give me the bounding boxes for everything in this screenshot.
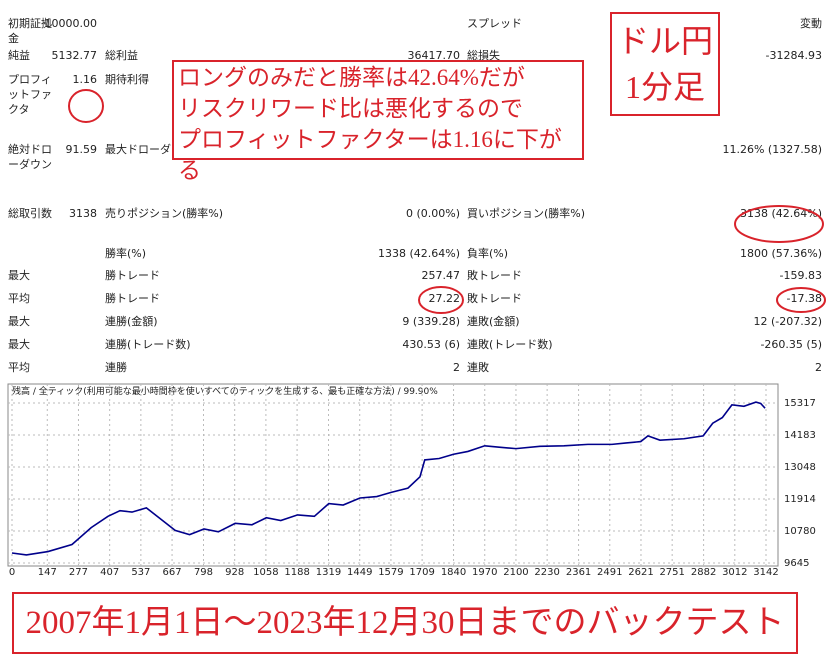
- x-tick-label: 1970: [472, 567, 497, 578]
- row-label: 絶対ドローダウン: [8, 143, 52, 171]
- row-value: 10000.00: [44, 17, 98, 30]
- x-tick-label: 3012: [722, 567, 747, 578]
- x-tick-label: 1058: [253, 567, 278, 578]
- field-value: -260.35 (5): [760, 338, 822, 351]
- x-tick-label: 928: [225, 567, 244, 578]
- chart: 残高 / 全ティック(利用可能な最小時間枠を使いすべてのティックを生成する、最も…: [7, 383, 816, 578]
- x-tick-label: 667: [163, 567, 182, 578]
- field-label: 総損失: [467, 49, 500, 62]
- field-value: -17.38: [786, 292, 822, 305]
- y-tick-label: 11914: [784, 494, 816, 505]
- field-value: 2: [453, 361, 460, 374]
- field-value: 430.53 (6): [402, 338, 460, 351]
- row-label: 純益: [8, 49, 30, 62]
- field-label: 期待利得: [105, 73, 149, 86]
- row-label: 総取引数: [8, 207, 52, 220]
- x-tick-label: 1449: [347, 567, 372, 578]
- field-value: 27.22: [428, 292, 461, 305]
- field-label: 連勝(トレード数): [105, 338, 191, 351]
- y-tick-label: 14183: [784, 430, 816, 441]
- field-value: 2: [815, 361, 822, 374]
- period-box: 2007年1月1日～2023年12月30日までのバックテスト: [12, 592, 798, 654]
- pair-line: ドル円: [616, 23, 713, 59]
- x-tick-label: 2882: [691, 567, 716, 578]
- y-tick-label: 9645: [784, 558, 809, 569]
- field-label: 総利益: [105, 49, 138, 62]
- row-value: 5132.77: [51, 49, 98, 62]
- row-label: 最大: [8, 269, 30, 282]
- x-tick-label: 407: [100, 567, 119, 578]
- x-tick-label: 1319: [316, 567, 341, 578]
- field-label: 連敗: [467, 361, 489, 374]
- field-label: 敗トレード: [467, 269, 522, 282]
- x-tick-label: 798: [194, 567, 213, 578]
- x-tick-label: 1840: [441, 567, 466, 578]
- row-label: プロフィットファクタ: [8, 73, 52, 116]
- field-value: 変動: [800, 17, 822, 30]
- x-tick-label: 1188: [284, 567, 309, 578]
- plot-frame: [7, 383, 779, 567]
- y-tick-label: 13048: [784, 462, 816, 473]
- y-tick-label: 15317: [784, 398, 816, 409]
- row-label: 最大: [8, 315, 30, 328]
- row-label: 平均: [8, 361, 30, 374]
- x-tick-label: 2491: [597, 567, 622, 578]
- field-label: 連勝(金額): [105, 315, 158, 328]
- field-label: スプレッド: [467, 17, 522, 30]
- x-tick-label: 147: [38, 567, 57, 578]
- x-tick-label: 2100: [503, 567, 528, 578]
- field-value: 1800 (57.36%): [739, 247, 822, 260]
- field-label: 勝トレード: [105, 269, 160, 282]
- field-label: 連敗(金額): [467, 315, 520, 328]
- field-value: 11.26% (1327.58): [722, 143, 822, 156]
- x-tick-label: 2361: [566, 567, 591, 578]
- pair-box: ドル円 1分足: [610, 12, 720, 116]
- y-tick-label: 10780: [784, 526, 816, 537]
- field-label: 売りポジション(勝率%): [105, 207, 224, 220]
- field-value: 12 (-207.32): [753, 315, 822, 328]
- field-value: 9 (339.28): [402, 315, 460, 328]
- field-label: 敗トレード: [467, 292, 522, 305]
- field-label: 負率(%): [467, 247, 509, 260]
- chart-title: 残高 / 全ティック(利用可能な最小時間枠を使いすべてのティックを生成する、最も…: [12, 385, 438, 397]
- field-label: 連敗(トレード数): [467, 338, 553, 351]
- note-line: リスクリワード比は悪化するので: [178, 96, 523, 121]
- field-value: -31284.93: [765, 49, 822, 62]
- x-tick-label: 0: [9, 567, 15, 578]
- row-value: 1.16: [72, 73, 98, 86]
- x-tick-label: 2621: [628, 567, 653, 578]
- row-value: 3138: [69, 207, 97, 220]
- pair-line: 1分足: [624, 69, 705, 105]
- field-label: 買いポジション(勝率%): [467, 207, 586, 220]
- x-tick-label: 3142: [753, 567, 778, 578]
- field-label: 最大ドローダウン: [105, 143, 193, 156]
- field-value: 257.47: [421, 269, 461, 282]
- row-value: 91.59: [65, 143, 98, 156]
- field-value: 1338 (42.64%): [377, 247, 460, 260]
- field-label: 勝トレード: [105, 292, 160, 305]
- note-line: ロングのみだと勝率は42.64%だが: [178, 65, 525, 90]
- row-label: 初期証拠金: [8, 17, 52, 45]
- equity-line: [11, 401, 766, 556]
- x-tick-label: 277: [69, 567, 88, 578]
- field-value: -159.83: [779, 269, 822, 282]
- field-value: 0 (0.00%): [405, 207, 460, 220]
- note-line: プロフィットファクターは1.16に下がる: [178, 127, 562, 183]
- x-tick-label: 1579: [378, 567, 403, 578]
- x-tick-label: 2230: [534, 567, 559, 578]
- row-label: 平均: [8, 292, 30, 305]
- highlight: [68, 89, 104, 123]
- row-label: 最大: [8, 338, 30, 351]
- field-value: 36417.70: [407, 49, 461, 62]
- field-value: 3138 (42.64%): [739, 207, 822, 220]
- x-tick-label: 1709: [409, 567, 434, 578]
- x-tick-label: 2751: [659, 567, 684, 578]
- note-box: ロングのみだと勝率は42.64%だが リスクリワード比は悪化するので プロフィッ…: [172, 60, 584, 183]
- field-label: 連勝: [105, 361, 127, 374]
- x-tick-label: 537: [131, 567, 150, 578]
- field-label: 勝率(%): [105, 247, 147, 260]
